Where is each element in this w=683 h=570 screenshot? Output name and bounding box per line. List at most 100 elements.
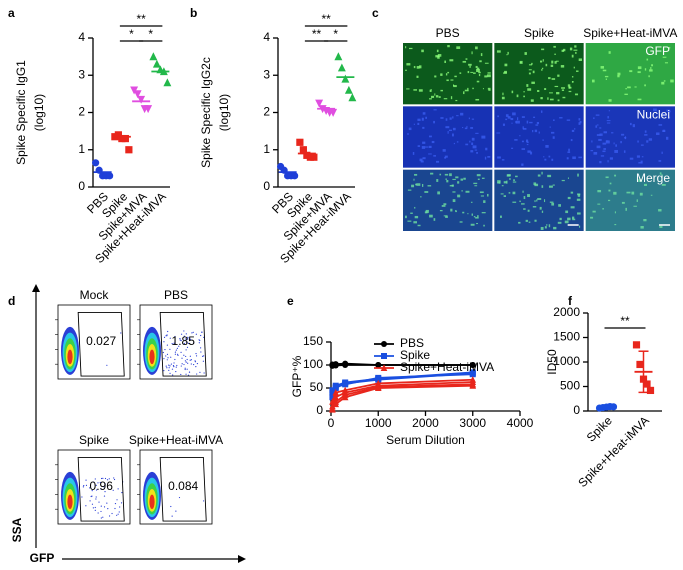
cell-speck bbox=[662, 56, 667, 58]
cell-speck bbox=[456, 141, 459, 143]
cell-speck bbox=[566, 157, 569, 160]
marker bbox=[636, 360, 644, 369]
cell-speck bbox=[668, 46, 671, 49]
cell-speck bbox=[462, 211, 465, 214]
event-dot bbox=[183, 354, 185, 356]
cell-speck bbox=[512, 181, 517, 183]
cell-speck bbox=[467, 70, 470, 74]
cell-speck bbox=[541, 210, 544, 213]
cell-speck bbox=[668, 116, 671, 119]
cell-speck bbox=[498, 181, 501, 184]
cell-speck bbox=[433, 109, 437, 111]
event-dot bbox=[169, 372, 171, 374]
cell-speck bbox=[613, 191, 617, 195]
cell-speck bbox=[544, 226, 547, 229]
cell-speck bbox=[540, 226, 544, 230]
event-dot bbox=[180, 333, 183, 335]
density-blob bbox=[67, 349, 73, 365]
y-axis-label: GFP⁺% bbox=[290, 355, 304, 397]
event-dot bbox=[195, 366, 197, 368]
cell-speck bbox=[471, 213, 473, 216]
event-dot bbox=[106, 364, 108, 366]
cell-speck bbox=[428, 153, 432, 155]
event-dot bbox=[186, 346, 189, 348]
cell-speck bbox=[606, 122, 611, 124]
cell-speck bbox=[479, 60, 482, 63]
event-dot bbox=[85, 505, 87, 507]
cell-speck bbox=[661, 174, 663, 177]
cell-speck bbox=[470, 127, 474, 129]
cell-speck bbox=[590, 216, 594, 219]
cell-speck bbox=[566, 119, 571, 121]
cell-speck bbox=[504, 63, 508, 67]
cell-speck bbox=[561, 89, 565, 91]
cell-speck bbox=[455, 210, 457, 213]
cell-speck bbox=[499, 215, 502, 218]
cell-speck bbox=[446, 179, 449, 183]
significance-label: * bbox=[148, 27, 153, 41]
event-dot bbox=[104, 483, 106, 485]
significance-label: ** bbox=[312, 27, 322, 41]
marker bbox=[125, 146, 133, 154]
event-dot bbox=[184, 360, 187, 362]
cell-speck bbox=[553, 226, 557, 230]
event-dot bbox=[170, 356, 172, 358]
cell-speck bbox=[658, 160, 662, 162]
gated-events bbox=[106, 332, 122, 366]
cell-speck bbox=[519, 60, 523, 64]
y-axis-label: (log10) bbox=[217, 94, 231, 131]
cell-speck bbox=[484, 62, 489, 64]
cell-speck bbox=[637, 66, 642, 70]
cell-speck bbox=[456, 46, 461, 49]
marker bbox=[144, 105, 153, 114]
cell-speck bbox=[431, 140, 435, 144]
cell-speck bbox=[614, 224, 617, 226]
cell-speck bbox=[571, 129, 575, 132]
cell-speck bbox=[522, 190, 524, 193]
cell-speck bbox=[598, 138, 602, 141]
event-dot bbox=[187, 362, 189, 364]
y-tick-label: 4 bbox=[78, 30, 85, 44]
cell-speck bbox=[460, 178, 464, 181]
cell-speck bbox=[637, 71, 641, 74]
cell-speck bbox=[650, 67, 652, 70]
cell-speck bbox=[433, 155, 436, 157]
event-dot bbox=[113, 477, 115, 479]
cell-speck bbox=[617, 75, 620, 78]
micrograph bbox=[585, 43, 675, 105]
gate-value: 0.027 bbox=[86, 334, 116, 348]
cell-speck bbox=[521, 148, 526, 150]
cell-speck bbox=[545, 144, 549, 148]
cell-speck bbox=[572, 216, 575, 219]
cell-speck bbox=[573, 49, 578, 51]
cell-speck bbox=[501, 96, 505, 100]
cell-speck bbox=[521, 116, 525, 118]
event-dot bbox=[175, 370, 177, 373]
cell-speck bbox=[476, 69, 480, 72]
cell-speck bbox=[453, 142, 455, 145]
cell-speck bbox=[507, 51, 509, 55]
cell-speck bbox=[436, 49, 439, 53]
cell-speck bbox=[576, 70, 579, 72]
event-dot bbox=[95, 496, 97, 498]
cell-speck bbox=[625, 88, 627, 90]
cell-speck bbox=[479, 191, 484, 194]
cell-speck bbox=[591, 140, 593, 143]
event-dot bbox=[82, 486, 84, 488]
cell-speck bbox=[541, 67, 544, 70]
cell-speck bbox=[475, 65, 478, 68]
cell-speck bbox=[561, 87, 565, 89]
cell-speck bbox=[473, 216, 476, 218]
event-dot bbox=[190, 363, 192, 365]
event-dot bbox=[170, 363, 172, 365]
y-tick-label: 2000 bbox=[553, 305, 580, 319]
micrograph bbox=[403, 106, 493, 168]
cell-speck bbox=[446, 79, 449, 82]
sample-title: Spike bbox=[79, 433, 109, 447]
cell-speck bbox=[603, 131, 608, 134]
event-dot bbox=[120, 332, 122, 334]
cell-speck bbox=[528, 64, 533, 66]
cell-speck bbox=[670, 79, 674, 83]
cell-speck bbox=[629, 70, 633, 73]
cell-speck bbox=[563, 48, 566, 52]
